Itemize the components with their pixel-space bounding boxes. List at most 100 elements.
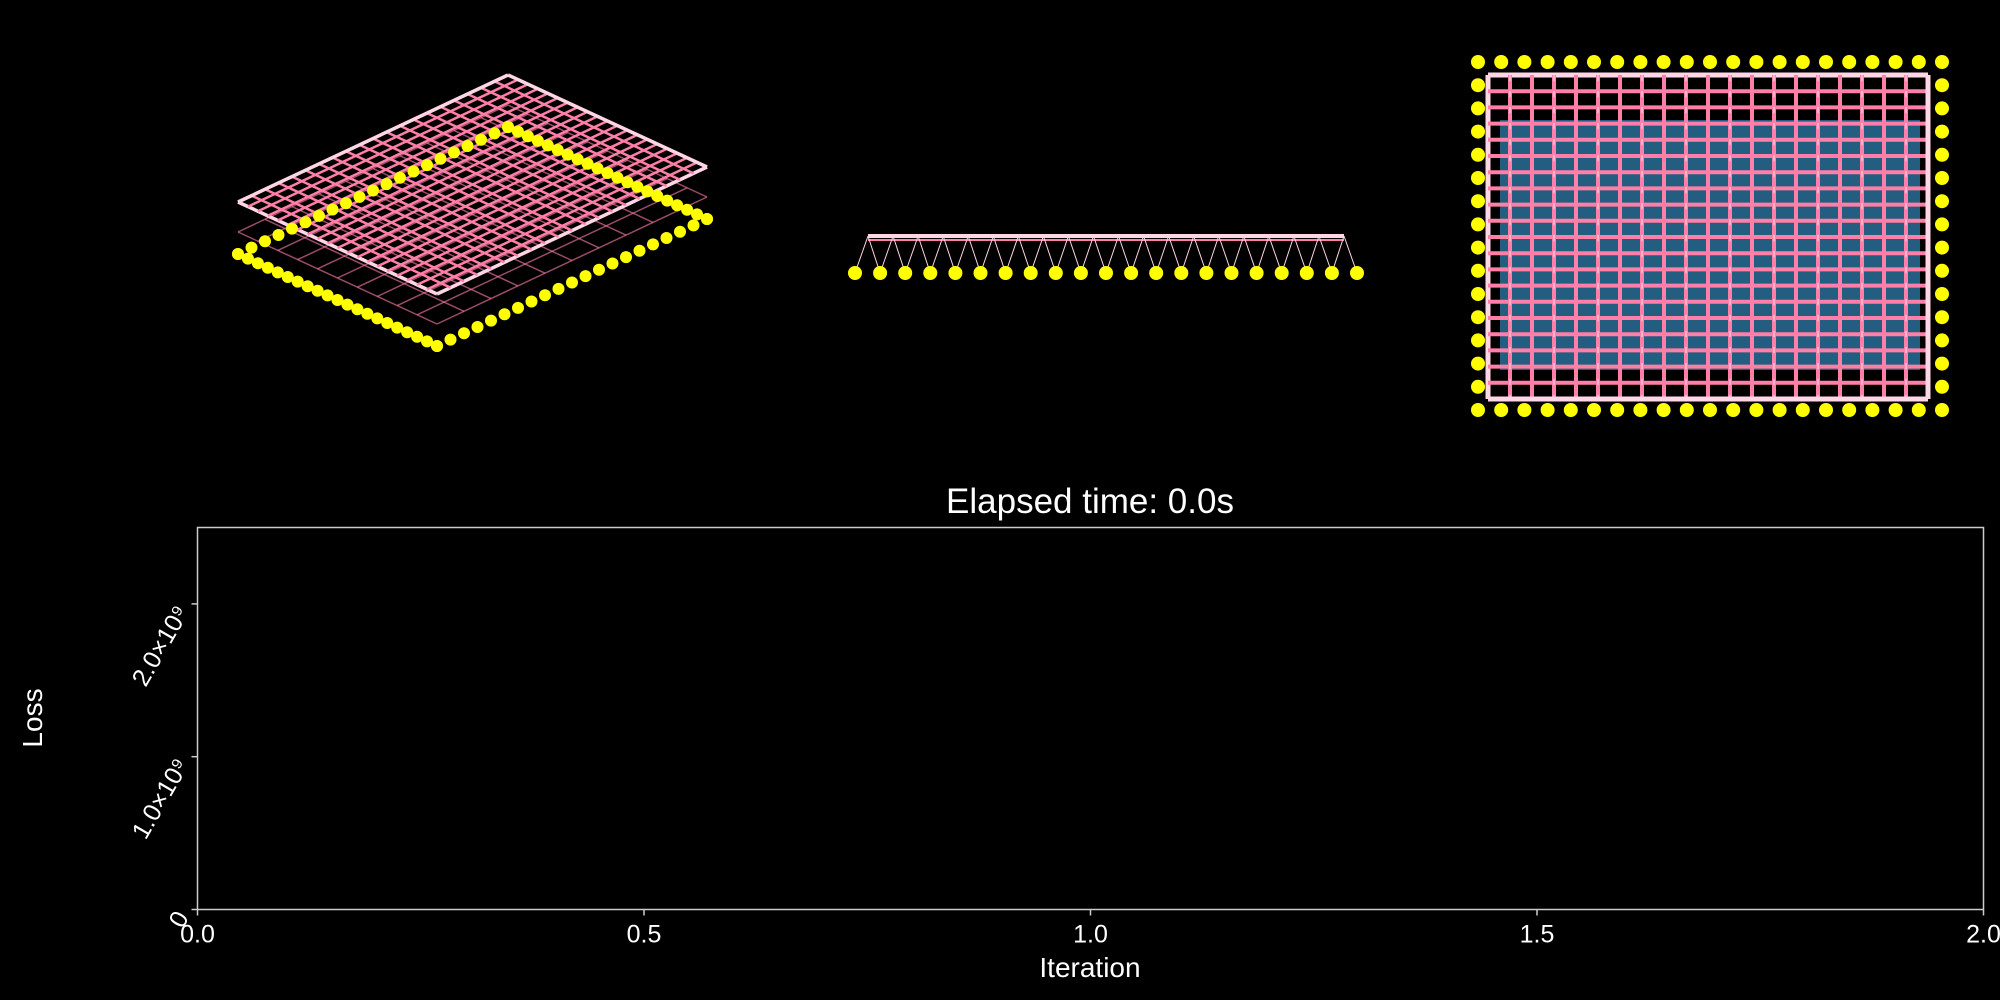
y-tick-label: 1.0×10⁹: [127, 754, 195, 844]
x-axis-ticks: 0.0 0.5 1.0 1.5 2.0: [180, 909, 2000, 949]
support-node: [512, 301, 524, 314]
support-node: [1471, 379, 1485, 394]
support-node: [593, 263, 605, 276]
support-node: [1842, 55, 1857, 69]
support-node: [1772, 55, 1787, 69]
support-node: [1471, 55, 1485, 69]
support-node: [286, 222, 298, 235]
support-node: [371, 312, 384, 325]
support-node: [353, 190, 366, 203]
support-node: [1023, 266, 1038, 280]
x-tick-label: 0.0: [180, 921, 215, 949]
support-node: [1494, 403, 1509, 417]
support-node: [620, 251, 632, 264]
support-node: [245, 241, 258, 254]
support-node: [633, 244, 646, 257]
support-node: [674, 225, 686, 238]
grid-member: [317, 110, 589, 240]
support-node: [1795, 403, 1810, 417]
support-node: [1888, 403, 1903, 417]
support-node: [521, 130, 534, 143]
support-node: [511, 125, 524, 138]
support-node: [1073, 266, 1088, 280]
support-node: [361, 307, 374, 320]
y-tick-label: 2.0×10⁹: [127, 601, 195, 691]
support-node: [1726, 55, 1741, 69]
support-node: [1471, 217, 1485, 232]
support-node: [1679, 55, 1694, 69]
x-tick-label: 1.0: [1073, 921, 1108, 949]
grid-member: [327, 115, 599, 245]
support-node: [291, 275, 304, 288]
support-node: [1471, 78, 1485, 93]
support-node: [611, 171, 624, 184]
support-node: [566, 276, 578, 289]
support-node: [1935, 217, 1949, 232]
support-node: [1935, 310, 1949, 325]
support-node: [431, 340, 443, 352]
support-node: [539, 289, 551, 302]
support-node: [1749, 55, 1764, 69]
support-node: [1935, 194, 1949, 209]
support-node: [1249, 266, 1264, 280]
support-node: [461, 140, 474, 153]
support-node: [311, 284, 324, 297]
support-node: [1703, 403, 1717, 417]
support-node: [394, 171, 406, 184]
support-node: [541, 139, 554, 152]
support-node: [571, 153, 584, 166]
chart-title: Elapsed time: 0.0s: [946, 482, 1234, 521]
support-node: [1324, 266, 1339, 280]
support-node: [1563, 403, 1578, 417]
support-node: [1656, 403, 1671, 417]
support-node: [1174, 266, 1189, 280]
support-node: [621, 176, 634, 189]
support-node: [471, 320, 484, 333]
support-node: [299, 216, 312, 229]
support-node: [651, 190, 664, 202]
grid-member: [372, 137, 573, 232]
support-node: [321, 289, 334, 302]
support-node: [1494, 55, 1509, 69]
support-node: [421, 335, 434, 348]
support-node: [1795, 55, 1810, 69]
support-node: [1224, 266, 1239, 280]
grid-member: [439, 105, 641, 200]
plot-frame: [196, 526, 1985, 911]
support-node: [407, 165, 420, 178]
support-node: [1888, 55, 1903, 69]
support-node: [1048, 266, 1063, 280]
side-view: [848, 234, 1364, 280]
support-node: [1819, 403, 1833, 417]
support-node: [1199, 266, 1214, 280]
support-node: [411, 330, 424, 343]
support-node: [1471, 333, 1485, 348]
support-node: [1935, 263, 1949, 278]
support-node: [1587, 55, 1601, 69]
support-node: [647, 238, 659, 251]
support-node: [1679, 403, 1694, 417]
support-node: [1471, 263, 1485, 278]
support-node: [1935, 78, 1949, 93]
support-node: [1935, 403, 1949, 417]
support-node: [671, 199, 684, 212]
support-node: [1274, 266, 1289, 280]
support-node: [1935, 240, 1949, 255]
support-node: [551, 144, 564, 156]
support-node: [281, 271, 294, 283]
support-node: [661, 194, 674, 207]
top-view: [1471, 55, 1949, 417]
support-node: [525, 295, 538, 308]
support-node: [351, 303, 364, 316]
support-node: [502, 121, 514, 133]
support-node: [973, 266, 988, 280]
grid-member: [507, 73, 708, 169]
support-node: [401, 326, 414, 339]
y-axis-label: Loss: [17, 688, 48, 747]
support-node: [485, 314, 497, 327]
support-node: [1517, 55, 1532, 69]
support-node: [601, 167, 614, 179]
support-node: [531, 134, 544, 147]
